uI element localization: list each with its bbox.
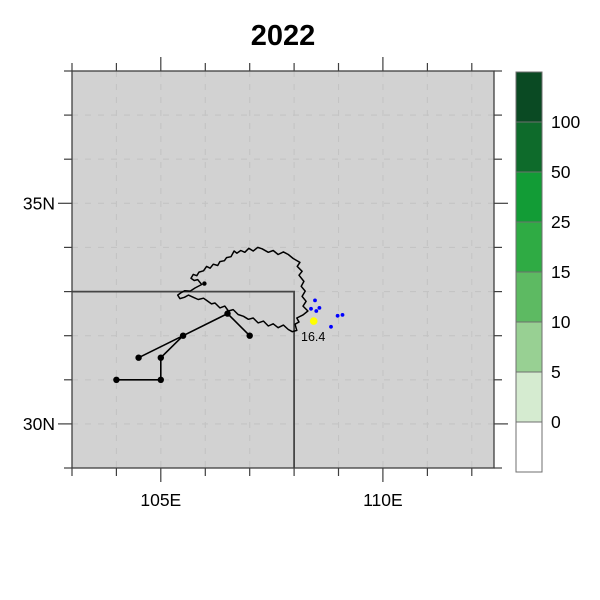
colorbar: 0 5 10 15 25 50 100: [515, 71, 580, 473]
track-extra-point: [202, 281, 207, 286]
track-segment: [226, 313, 251, 337]
map-plot: 16.4 105E 110E 30N 35N: [23, 57, 508, 510]
province-boundary-outline: [176, 246, 309, 333]
figure-title: 2022: [250, 20, 316, 52]
track-segment: [182, 312, 228, 337]
highlight-dot: [309, 317, 318, 325]
y-axis-tick-label: 30N: [23, 414, 55, 434]
track-point: [157, 354, 164, 361]
axis-ticks: [58, 57, 508, 482]
track-point: [157, 376, 164, 383]
station-dot: [329, 324, 333, 329]
colorbar-tick-label: 25: [551, 212, 570, 232]
station-dot: [313, 298, 317, 303]
colorbar-segment: [515, 221, 543, 273]
colorbar-tick-label: 15: [551, 262, 570, 282]
colorbar-tick-label: 100: [551, 112, 580, 132]
colorbar-segment: [515, 71, 543, 123]
track-point: [135, 354, 142, 361]
colorbar-segment: [515, 271, 543, 323]
track-segment: [160, 335, 184, 359]
station-dot: [314, 309, 319, 313]
track: [113, 281, 253, 383]
map-background: [72, 71, 494, 468]
station-dot: [340, 313, 345, 317]
track-segment: [138, 334, 184, 359]
track-point: [246, 332, 253, 339]
plot-frame: [71, 70, 495, 469]
station-dots: [309, 298, 345, 329]
station-dot: [317, 306, 322, 310]
highlight-value-label: 16.4: [301, 330, 325, 344]
subregion-box: [72, 290, 296, 468]
station-dot: [309, 306, 313, 311]
colorbar-segment: [515, 371, 543, 423]
colorbar-segment: [515, 171, 543, 223]
colorbar-segment: [515, 421, 543, 473]
colorbar-tick-label: 10: [551, 312, 571, 332]
station-dot: [335, 313, 340, 318]
colorbar-tick-label: 50: [551, 162, 571, 182]
graticule: [72, 71, 494, 468]
x-axis-tick-label: 110E: [363, 490, 403, 510]
colorbar-tick-label: 5: [551, 362, 561, 382]
colorbar-segment: [515, 121, 543, 173]
track-point: [113, 376, 120, 383]
colorbar-segment: [515, 321, 543, 373]
y-axis-tick-label: 35N: [23, 193, 55, 213]
track-point: [179, 332, 187, 339]
track-point: [224, 310, 231, 317]
x-axis-tick-label: 105E: [140, 490, 181, 510]
colorbar-tick-label: 0: [551, 412, 561, 432]
